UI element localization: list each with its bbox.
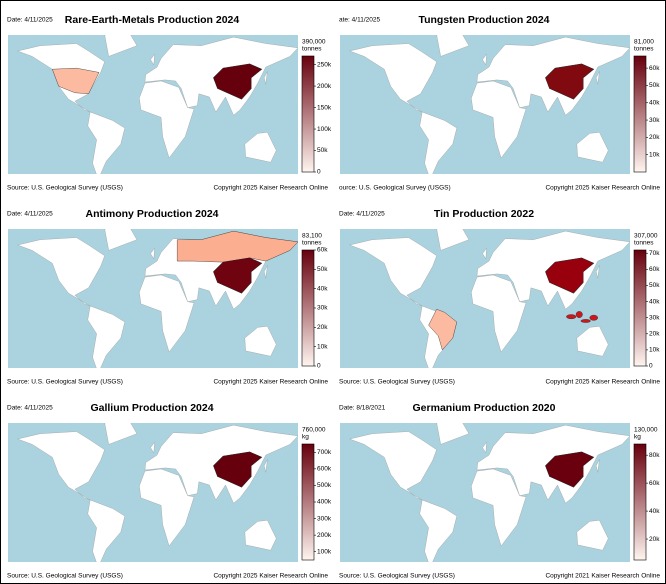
colorbar-tick-label: 250k xyxy=(317,61,332,68)
colorbar-unit: tonnes xyxy=(634,46,654,53)
colorbar-tick-label: 10k xyxy=(649,151,660,158)
colorbar-tick-label: 40k xyxy=(649,298,660,305)
colorbar-tick-label: 50k xyxy=(317,266,328,273)
world-map xyxy=(8,423,298,562)
colorbar-tick-label: 50k xyxy=(317,147,328,154)
colorbar-tick-label: 40k xyxy=(317,285,328,292)
colorbar-tick-label: 10k xyxy=(317,343,328,350)
colorbar-unit: kg xyxy=(634,434,641,441)
colorbar-tick-label: 400k xyxy=(317,499,332,506)
date: ate: 4/11/2025 xyxy=(339,17,380,24)
colorbar-tick-label: 20k xyxy=(649,536,660,543)
colorbar-max: 390,000 xyxy=(302,39,326,46)
map-title: Tin Production 2022 xyxy=(434,208,534,220)
colorbar xyxy=(301,443,315,561)
colorbar-max: 83,100 xyxy=(302,233,322,240)
colorbar-tick-label: 60k xyxy=(649,65,660,72)
colorbar-tick-label: 30k xyxy=(649,117,660,124)
date: Date: 4/11/2025 xyxy=(7,17,53,24)
colorbar xyxy=(633,443,647,561)
source: Source: U.S. Geological Survey (USGS) xyxy=(7,379,123,386)
world-map xyxy=(340,423,630,562)
source: Source: U.S. Geological Survey (USGS) xyxy=(339,573,455,580)
date: Date: 4/11/2025 xyxy=(339,211,385,218)
colorbar-tick-label: 0 xyxy=(317,169,321,176)
panel: Antimony Production 2024 Date: 4/11/2025 S… xyxy=(7,208,328,386)
colorbar-tick-label: 20k xyxy=(317,324,328,331)
colorbar xyxy=(301,249,315,367)
source: Source: U.S. Geological Survey (USGS) xyxy=(339,379,455,386)
copyright: Copyright 2025 Kaiser Research Online xyxy=(213,573,328,580)
source: Source: U.S. Geological Survey (USGS) xyxy=(7,573,123,580)
date: Date: 8/18/2021 xyxy=(339,405,386,412)
colorbar-tick-label: 40k xyxy=(649,508,660,515)
colorbar-tick-label: 500k xyxy=(317,482,332,489)
panel: Tin Production 2022 Date: 4/11/2025 Source… xyxy=(339,208,660,386)
colorbar-unit: tonnes xyxy=(634,240,654,247)
colorbar-tick-label: 20k xyxy=(649,134,660,141)
panel: Germanium Production 2020 Date: 8/18/2021… xyxy=(339,402,660,580)
source: ource: U.S. Geological Survey (USGS) xyxy=(339,185,451,192)
source: Source: U.S. Geological Survey (USGS) xyxy=(7,185,123,192)
colorbar-tick-label: 0 xyxy=(649,363,653,370)
colorbar xyxy=(633,249,647,367)
map-title: Gallium Production 2024 xyxy=(90,402,213,414)
colorbar-tick-label: 20k xyxy=(649,330,660,337)
copyright: Copyright 2025 Kaiser Research Online xyxy=(545,185,660,192)
map-title: Rare-Earth-Metals Production 2024 xyxy=(65,14,240,26)
colorbar-unit: kg xyxy=(302,434,309,441)
colorbar-max: 81,000 xyxy=(634,39,654,46)
colorbar xyxy=(301,55,315,173)
colorbar-tick-label: 80k xyxy=(649,452,660,459)
colorbar-tick-label: 40k xyxy=(649,99,660,106)
colorbar-tick-label: 60k xyxy=(649,480,660,487)
date: Date: 4/11/2025 xyxy=(7,405,53,412)
colorbar-unit: tonnes xyxy=(302,240,322,247)
date: Date: 4/11/2025 xyxy=(7,211,53,218)
colorbar-tick-label: 150k xyxy=(317,104,332,111)
colorbar-tick-label: 200k xyxy=(317,532,332,539)
colorbar-tick-label: 10k xyxy=(649,347,660,354)
colorbar-tick-label: 50k xyxy=(649,82,660,89)
colorbar-tick-label: 60k xyxy=(649,266,660,273)
colorbar-tick-label: 30k xyxy=(317,305,328,312)
colorbar-tick-label: 700k xyxy=(317,449,332,456)
colorbar-tick-label: 300k xyxy=(317,515,332,522)
panel: Gallium Production 2024 Date: 4/11/2025 So… xyxy=(7,402,332,580)
colorbar xyxy=(633,55,647,173)
copyright: Copyright 2025 Kaiser Research Online xyxy=(545,379,660,386)
map-title: Antimony Production 2024 xyxy=(85,208,218,220)
colorbar-max: 307,000 xyxy=(634,233,658,240)
colorbar-tick-label: 100k xyxy=(317,126,332,133)
colorbar-max: 130,000 xyxy=(634,427,658,434)
colorbar-tick-label: 200k xyxy=(317,83,332,90)
colorbar-tick-label: 100k xyxy=(317,548,332,555)
colorbar-tick-label: 50k xyxy=(649,282,660,289)
colorbar-unit: tonnes xyxy=(302,46,322,53)
copyright: Copyright 2021 Kaiser Research Online xyxy=(545,573,660,580)
colorbar-max: 760,000 xyxy=(302,427,326,434)
map-title: Germanium Production 2020 xyxy=(413,402,556,414)
panel: Tungsten Production 2024 ate: 4/11/2025 ou… xyxy=(339,14,660,192)
colorbar-tick-label: 70k xyxy=(649,250,660,257)
panel: Rare-Earth-Metals Production 2024 Date: 4… xyxy=(7,14,332,192)
colorbar-tick-label: 0 xyxy=(317,363,321,370)
map-title: Tungsten Production 2024 xyxy=(418,14,549,26)
colorbar-tick-label: 60k xyxy=(317,247,328,254)
colorbar-tick-label: 30k xyxy=(649,314,660,321)
colorbar-tick-label: 600k xyxy=(317,466,332,473)
copyright: Copyright 2025 Kaiser Research Online xyxy=(213,185,328,192)
copyright: Copyright 2025 Kaiser Research Online xyxy=(213,379,328,386)
